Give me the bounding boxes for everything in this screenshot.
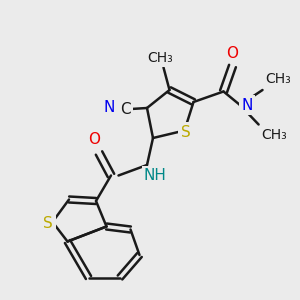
Text: CH₃: CH₃ bbox=[148, 51, 173, 65]
Text: S: S bbox=[43, 216, 53, 231]
Text: N: N bbox=[103, 100, 115, 116]
Text: O: O bbox=[88, 132, 101, 147]
Text: N: N bbox=[242, 98, 253, 112]
Text: CH₃: CH₃ bbox=[262, 128, 287, 142]
Text: CH₃: CH₃ bbox=[266, 72, 291, 86]
Text: S: S bbox=[181, 124, 191, 140]
Text: C: C bbox=[120, 102, 131, 117]
Text: NH: NH bbox=[144, 168, 167, 183]
Text: O: O bbox=[226, 46, 238, 61]
